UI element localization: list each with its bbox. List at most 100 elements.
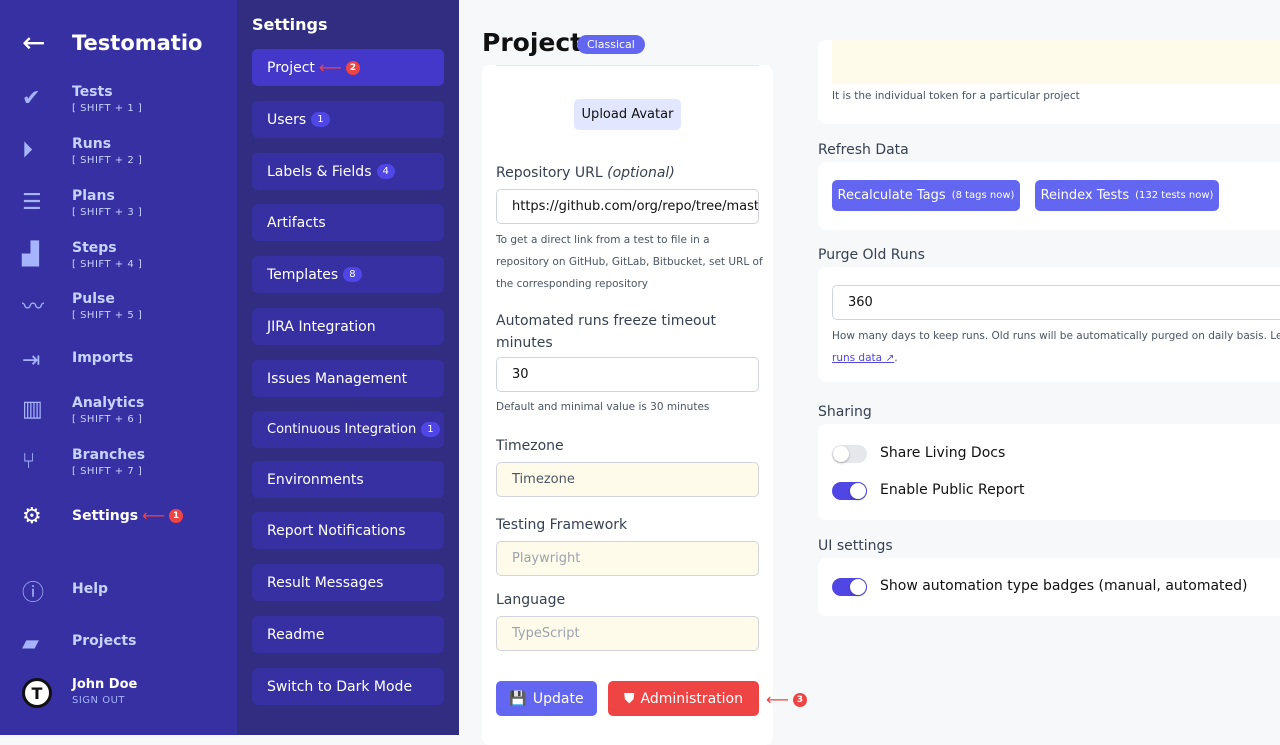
- nav-steps[interactable]: ▟ Steps [ SHIFT + 4 ]: [22, 240, 142, 270]
- brand: ← Testomatio: [22, 26, 202, 59]
- item-label: Issues Management: [267, 370, 408, 387]
- item-label: Templates: [267, 266, 339, 283]
- back-arrow-icon[interactable]: ←: [22, 26, 46, 59]
- freeze-timeout-label: Automated runs freeze timeout minutes: [496, 313, 716, 351]
- update-button[interactable]: 💾 Update: [496, 681, 597, 716]
- nav-branches[interactable]: ⑂ Branches [ SHIFT + 7 ]: [22, 447, 145, 477]
- item-label: Readme: [267, 626, 325, 643]
- nav-label: Projects: [72, 633, 137, 649]
- settings-item-ci[interactable]: Continuous Integration 1: [252, 411, 444, 448]
- repo-url-label: Repository URL: [496, 165, 603, 181]
- item-label: Artifacts: [267, 214, 326, 231]
- annotation-marker: 3: [792, 692, 807, 707]
- nav-help[interactable]: ⓘ Help: [22, 577, 109, 606]
- settings-item-labels[interactable]: Labels & Fields 4: [252, 153, 444, 190]
- settings-item-jira[interactable]: JIRA Integration: [252, 308, 444, 345]
- timezone-select[interactable]: Timezone: [496, 462, 759, 497]
- share-living-docs-toggle[interactable]: [832, 445, 867, 463]
- nav-shortcut: [ SHIFT + 3 ]: [72, 207, 143, 218]
- nav-tests[interactable]: ✔ Tests [ SHIFT + 1 ]: [22, 84, 142, 114]
- nav-label: Pulse: [72, 291, 115, 307]
- item-label: Continuous Integration: [267, 422, 417, 437]
- refresh-data-title: Refresh Data: [818, 142, 909, 158]
- annotation-arrow-icon: ⟵: [766, 690, 789, 709]
- annotation-arrow-icon: ⟵: [142, 506, 166, 525]
- item-label: Switch to Dark Mode: [267, 678, 413, 695]
- count-badge: 1: [421, 422, 440, 437]
- settings-item-artifacts[interactable]: Artifacts: [252, 204, 444, 241]
- nav-pulse[interactable]: 〰 Pulse [ SHIFT + 5 ]: [22, 291, 142, 321]
- nav-shortcut: [ SHIFT + 2 ]: [72, 155, 143, 166]
- button-note: (8 tags now): [951, 190, 1015, 201]
- automation-badges-toggle[interactable]: [832, 578, 867, 596]
- sharing-title: Sharing: [818, 404, 872, 420]
- settings-item-dark-mode[interactable]: Switch to Dark Mode: [252, 668, 444, 705]
- timezone-label: Timezone: [496, 438, 564, 454]
- item-label: Users: [267, 111, 307, 128]
- settings-title: Settings: [252, 15, 328, 34]
- save-icon: 💾: [509, 690, 527, 707]
- sign-out-link[interactable]: SIGN OUT: [72, 695, 126, 706]
- administration-label: Administration: [640, 690, 743, 707]
- button-label: Reindex Tests: [1040, 188, 1130, 203]
- count-badge: 1: [311, 112, 330, 127]
- nav-settings[interactable]: ⚙ Settings ⟵ 1: [22, 502, 184, 530]
- button-label: Recalculate Tags: [837, 188, 946, 203]
- item-label: Report Notifications: [267, 522, 406, 539]
- update-label: Update: [532, 690, 584, 707]
- nav-imports[interactable]: ⇥ Imports: [22, 346, 133, 374]
- settings-item-issues[interactable]: Issues Management: [252, 360, 444, 397]
- public-report-toggle[interactable]: [832, 482, 867, 500]
- administration-button[interactable]: ⛊ Administration: [608, 681, 759, 716]
- item-label: Project: [267, 59, 315, 76]
- token-field[interactable]: [832, 40, 1280, 84]
- folder-icon: ▰: [22, 630, 39, 656]
- item-label: Environments: [267, 471, 364, 488]
- nav-label: Help: [72, 581, 109, 597]
- settings-item-result-messages[interactable]: Result Messages: [252, 564, 444, 601]
- repo-url-input[interactable]: https://github.com/org/repo/tree/master: [496, 189, 759, 224]
- nav-label: Analytics: [72, 395, 145, 411]
- automation-badges-label: Show automation type badges (manual, aut…: [880, 578, 1248, 594]
- shield-icon: ⛊: [624, 690, 635, 707]
- main-content: Upload Avatar Repository URL (optional) …: [459, 0, 1280, 745]
- public-report-label: Enable Public Report: [880, 482, 1025, 498]
- check-icon: ✔: [22, 85, 41, 111]
- freeze-timeout-input[interactable]: 30: [496, 357, 759, 392]
- settings-item-notifications[interactable]: Report Notifications: [252, 512, 444, 549]
- nav-shortcut: [ SHIFT + 4 ]: [72, 259, 143, 270]
- language-input[interactable]: TypeScript: [496, 616, 759, 651]
- recalculate-tags-button[interactable]: Recalculate Tags (8 tags now): [832, 180, 1020, 211]
- nav-plans[interactable]: ☰ Plans [ SHIFT + 3 ]: [22, 188, 142, 218]
- runs-data-link[interactable]: runs data ↗: [832, 352, 895, 364]
- framework-label: Testing Framework: [496, 517, 628, 533]
- nav-label: Runs: [72, 136, 112, 152]
- nav-runs[interactable]: ⏵ Runs [ SHIFT + 2 ]: [22, 136, 142, 166]
- settings-item-environments[interactable]: Environments: [252, 461, 444, 498]
- nav-label: Plans: [72, 188, 115, 204]
- count-badge: 4: [376, 164, 395, 179]
- freeze-timeout-help: Default and minimal value is 30 minutes: [496, 401, 710, 413]
- nav-projects[interactable]: ▰ Projects: [22, 629, 136, 657]
- avatar: T: [22, 678, 52, 708]
- settings-item-templates[interactable]: Templates 8: [252, 256, 444, 293]
- help-icon: ⓘ: [22, 581, 45, 606]
- settings-item-project[interactable]: Project ⟵ 2: [252, 49, 444, 86]
- settings-item-users[interactable]: Users 1: [252, 101, 444, 138]
- reindex-tests-button[interactable]: Reindex Tests (132 tests now): [1035, 180, 1219, 211]
- nav-analytics[interactable]: ▥ Analytics [ SHIFT + 6 ]: [22, 395, 144, 425]
- optional-label: (optional): [607, 165, 675, 181]
- nav-shortcut: [ SHIFT + 7 ]: [72, 466, 143, 477]
- upload-avatar-button[interactable]: Upload Avatar: [574, 99, 681, 130]
- repo-url-help: To get a direct link from a test to file…: [496, 234, 763, 290]
- item-label: JIRA Integration: [267, 318, 376, 335]
- nav-label: Settings: [72, 507, 139, 524]
- settings-item-readme[interactable]: Readme: [252, 616, 444, 653]
- annotation-marker: 1: [169, 508, 184, 523]
- purge-days-input[interactable]: 360: [832, 285, 1280, 320]
- ui-settings-title: UI settings: [818, 538, 893, 554]
- framework-input[interactable]: Playwright: [496, 541, 759, 576]
- user-profile[interactable]: T John Doe SIGN OUT: [22, 677, 137, 709]
- list-check-icon: ☰: [22, 189, 42, 215]
- branch-icon: ⑂: [22, 448, 36, 474]
